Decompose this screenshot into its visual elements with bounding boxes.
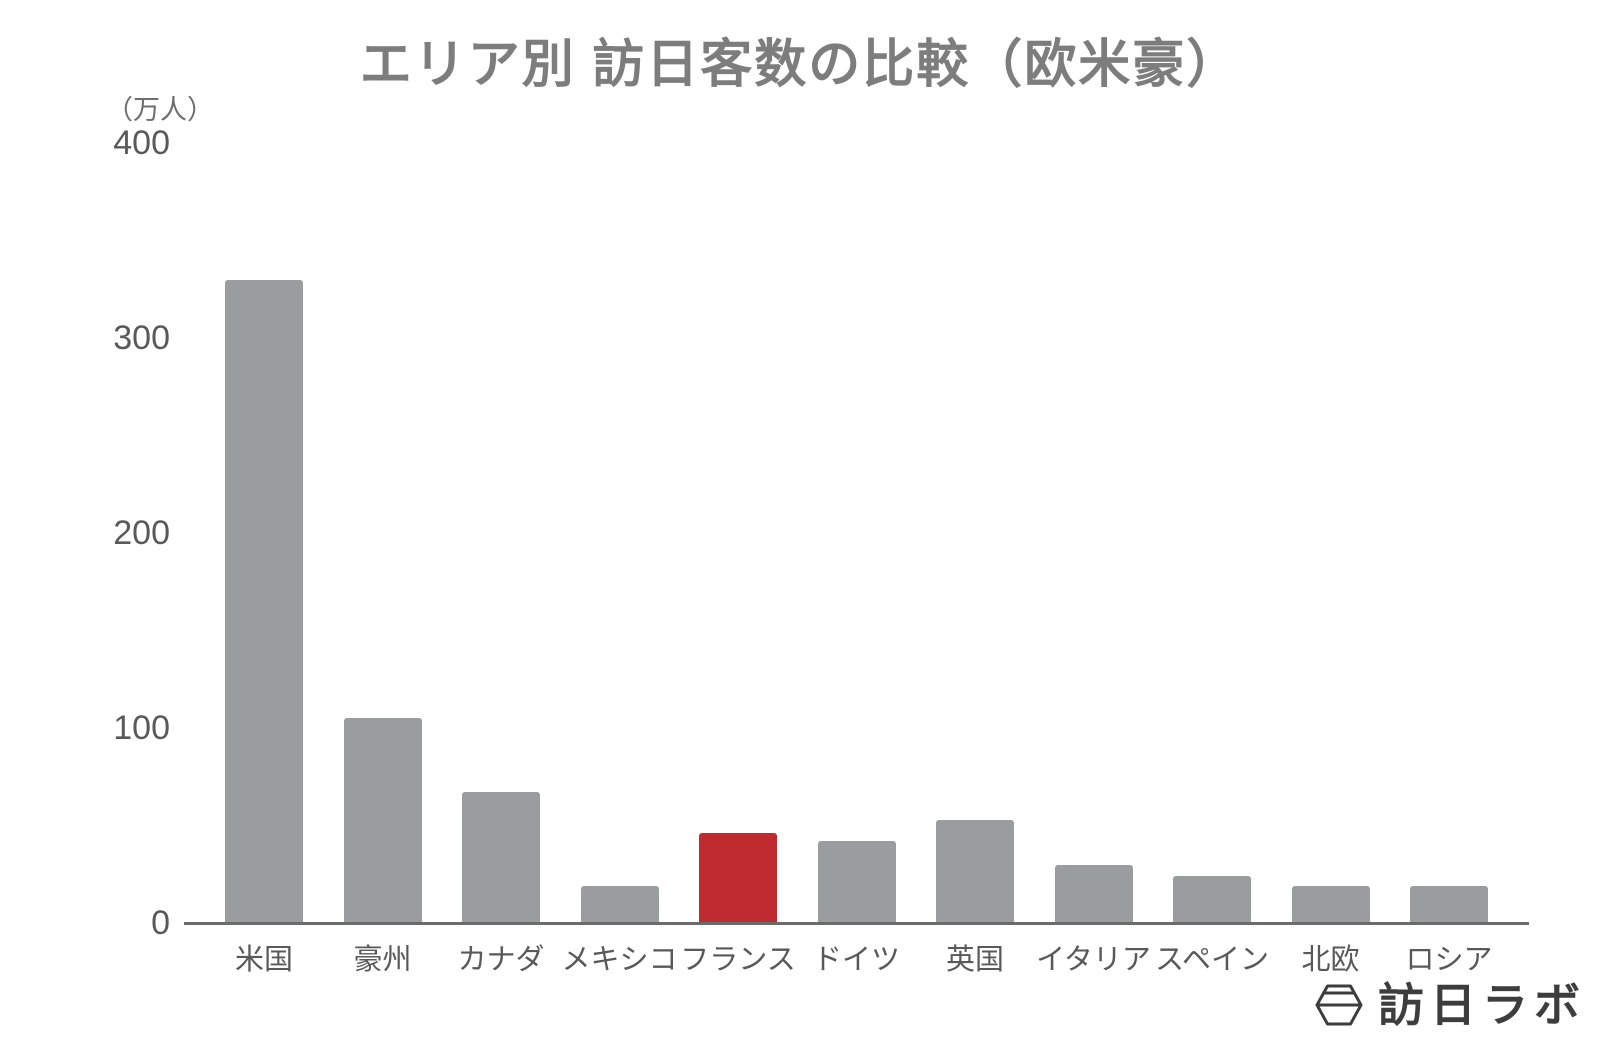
bar-4-フランス xyxy=(699,833,777,923)
category-label-2: カナダ xyxy=(457,944,545,976)
category-label-0: 米国 xyxy=(234,944,293,976)
y-tick-0: 0 xyxy=(151,904,170,942)
y-tick-300: 300 xyxy=(113,319,170,357)
category-label-8: スペイン xyxy=(1155,944,1269,976)
bar-1-豪州 xyxy=(343,718,422,923)
bar-9-北欧 xyxy=(1291,885,1370,923)
bar-8-スペイン xyxy=(1173,876,1251,923)
bar-0-米国 xyxy=(225,279,303,923)
category-label-1: 豪州 xyxy=(353,944,412,976)
bar-2-カナダ xyxy=(462,792,540,923)
chart-title: エリア別 訪日客数の比較（欧米豪） xyxy=(359,36,1241,94)
bar-5-ドイツ xyxy=(817,841,896,923)
category-label-4: フランス xyxy=(680,944,796,976)
y-axis-unit-label: （万人） xyxy=(106,95,214,125)
bar-3-メキシコ xyxy=(580,885,659,923)
bar-6-英国 xyxy=(936,819,1014,923)
category-label-6: 英国 xyxy=(945,944,1004,976)
x-axis-line xyxy=(184,922,1529,925)
category-label-9: 北欧 xyxy=(1301,944,1360,976)
y-tick-200: 200 xyxy=(113,514,170,552)
logo-text: 訪日ラボ xyxy=(1378,979,1586,1031)
honichi-lab-logo: 訪日ラボ xyxy=(1314,980,1586,1030)
bar-7-イタリア xyxy=(1054,864,1133,923)
category-label-3: メキシコ xyxy=(561,944,678,976)
y-tick-400: 400 xyxy=(113,124,170,162)
y-tick-100: 100 xyxy=(113,709,170,747)
category-label-7: イタリア xyxy=(1036,944,1151,976)
category-label-5: ドイツ xyxy=(812,944,900,976)
bar-10-ロシア xyxy=(1410,885,1488,923)
hexagon-logo-icon xyxy=(1315,984,1363,1026)
category-label-10: ロシア xyxy=(1405,944,1493,976)
